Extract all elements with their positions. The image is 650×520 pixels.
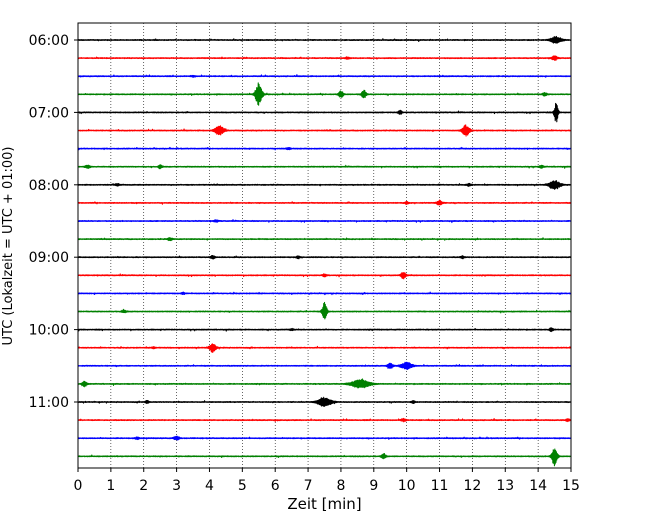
- y-tick-label: 06:00: [29, 33, 69, 49]
- trace-0815: [77, 199, 572, 206]
- x-tick-label: 13: [496, 478, 514, 494]
- trace-1015: [77, 343, 572, 353]
- x-axis-title: Zeit [min]: [287, 495, 361, 513]
- x-tick-label: 9: [369, 478, 378, 494]
- x-tick-label: 11: [431, 478, 449, 494]
- y-tick-label: 09:00: [29, 250, 69, 266]
- trace-0800: [77, 180, 572, 190]
- trace-0700: [77, 102, 572, 123]
- trace-1115: [77, 417, 572, 423]
- x-tick-label: 2: [139, 478, 148, 494]
- y-tick-label: 11:00: [29, 395, 69, 411]
- trace-0645: [77, 82, 572, 106]
- x-tick-label: 15: [562, 478, 580, 494]
- trace-1030: [77, 361, 572, 371]
- trace-0745: [77, 164, 572, 170]
- x-tick-label: 10: [398, 478, 416, 494]
- trace-0615: [77, 55, 572, 61]
- trace-0730: [77, 146, 572, 151]
- y-tick-label: 10:00: [29, 323, 69, 339]
- trace-1045: [77, 378, 572, 389]
- x-tick-label: 14: [529, 478, 547, 494]
- trace-0845: [77, 237, 572, 242]
- plot-frame: [77, 22, 572, 469]
- y-tick-label: 07:00: [29, 105, 69, 121]
- x-tick-label: 1: [106, 478, 115, 494]
- trace-0930: [77, 291, 572, 296]
- trace-0715: [77, 124, 572, 137]
- x-tick-label: 3: [172, 478, 181, 494]
- trace-0915: [77, 272, 572, 280]
- trace-1145: [77, 448, 572, 467]
- trace-0945: [77, 301, 572, 320]
- y-axis-title: UTC (Lokalzeit = UTC + 01:00): [1, 147, 16, 346]
- trace-1000: [77, 327, 572, 333]
- x-tick-label: 12: [463, 478, 481, 494]
- y-tick-label: 08:00: [29, 178, 69, 194]
- x-tick-label: 5: [238, 478, 247, 494]
- seismic-traces: [77, 35, 572, 467]
- trace-0600: [77, 35, 572, 44]
- trace-1100: [77, 396, 572, 407]
- x-tick-label: 8: [336, 478, 345, 494]
- axis-ticks: 0 1 2 3 4 5 6 7 8 9 10 11 12 13 14 1506:0007:0008:0009:…: [29, 33, 580, 494]
- trace-0900: [77, 254, 572, 260]
- x-tick-label: 7: [304, 478, 313, 494]
- trace-0830: [77, 219, 572, 224]
- x-tick-label: 4: [205, 478, 214, 494]
- trace-1130: [77, 435, 572, 441]
- trace-0630: [77, 74, 572, 78]
- x-tick-label: 6: [271, 478, 280, 494]
- x-tick-label: 0: [74, 478, 83, 494]
